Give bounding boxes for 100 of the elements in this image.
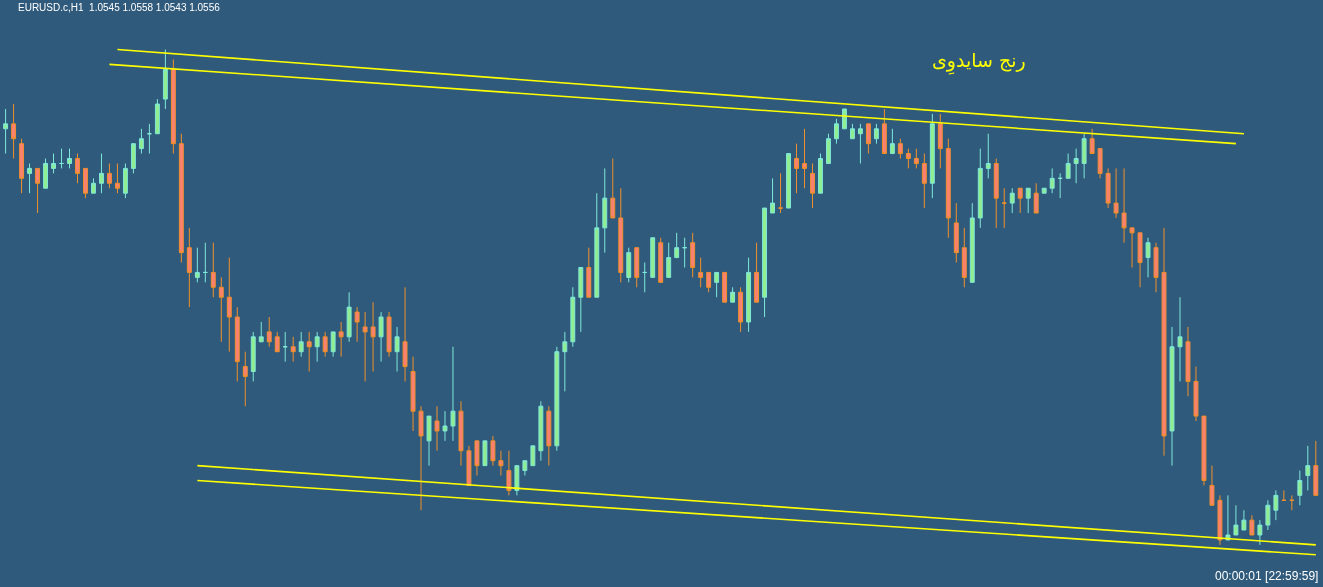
candlestick: [810, 162, 815, 209]
candlestick: [778, 172, 783, 214]
candlestick: [1241, 509, 1247, 531]
candlestick: [762, 207, 768, 318]
candlestick: [274, 331, 280, 353]
candlestick: [1193, 366, 1199, 422]
candlestick: [969, 202, 975, 283]
candlestick: [186, 227, 192, 308]
candlestick: [1121, 167, 1127, 244]
candlestick: [506, 450, 512, 496]
candlestick: [51, 153, 56, 174]
candlestick: [634, 247, 640, 288]
candlestick: [1217, 494, 1223, 546]
candlestick: [658, 237, 664, 283]
candlestick: [314, 331, 320, 363]
candlestick: [338, 321, 344, 358]
candlestick: [210, 242, 216, 298]
candlestick: [826, 133, 831, 164]
text: 00:00:01 [22:59:59]: [1215, 569, 1319, 583]
candlestick: [1305, 445, 1311, 491]
candlestick: [490, 435, 496, 467]
candlestick: [178, 133, 184, 264]
candlestick: [1081, 133, 1087, 179]
candlestick: [690, 232, 696, 278]
candlestick: [993, 158, 999, 229]
candlestick: [1249, 514, 1255, 536]
candlestick: [458, 400, 464, 467]
candlestick: [154, 98, 160, 135]
candlestick: [1201, 415, 1207, 486]
candlestick: [714, 271, 720, 298]
candlestick: [354, 306, 360, 343]
candlestick: [362, 311, 368, 382]
candlestick: [985, 133, 991, 179]
candlestick: [937, 113, 943, 169]
candlestick: [841, 108, 847, 130]
candlestick: [11, 103, 17, 160]
candlestick: [929, 113, 935, 199]
candlestick: [1113, 167, 1119, 219]
candlestick: [266, 316, 272, 348]
candlestick: [1097, 148, 1103, 179]
candlestick: [450, 346, 456, 442]
candlestick: [146, 123, 152, 155]
candlestick: [3, 108, 9, 155]
candlestick: [1009, 187, 1015, 214]
candlestick: [945, 138, 951, 239]
annotation: رنج سایدوِی: [932, 49, 1026, 75]
chart-title: EURUSD.c,H1 1.0545 1.0558 1.0543 1.0556: [18, 2, 221, 13]
candlestick: [818, 153, 823, 194]
candlestick: [1209, 465, 1215, 506]
candlestick: [530, 445, 536, 467]
candlestick: [99, 153, 104, 194]
candlestick: [1073, 148, 1079, 184]
candlestick: [602, 167, 608, 254]
candlestick: [170, 58, 176, 155]
candlestick: [370, 301, 376, 373]
candlestick: [106, 162, 112, 189]
candlestick: [434, 405, 440, 452]
candlestick: [258, 321, 264, 343]
candlestick: [1169, 326, 1175, 467]
candlestick: [83, 167, 88, 199]
candlestick: [1089, 128, 1095, 155]
candlestick: [1313, 440, 1319, 496]
candlestick: [1233, 504, 1239, 536]
candlestick: [386, 311, 392, 358]
candlestick: [162, 49, 168, 110]
candlestick: [282, 331, 288, 363]
candlestick: [1017, 187, 1023, 214]
candlestick: [378, 311, 384, 363]
candlestick: [650, 237, 656, 278]
candlestick: [514, 465, 520, 496]
candlestick: [857, 123, 863, 164]
candlestick: [330, 331, 336, 358]
candlestick: [1177, 296, 1183, 382]
candlestick: [546, 405, 552, 467]
candlestick: [746, 257, 752, 333]
candlestick: [1185, 326, 1191, 397]
candlestick: [722, 271, 728, 303]
candlestick: [202, 242, 208, 283]
candlestick: [578, 266, 584, 333]
candlestick: [554, 346, 560, 452]
candlestick: [977, 148, 983, 229]
candlestick: [1281, 489, 1287, 501]
candlestick: [67, 148, 72, 169]
candlestick: [1161, 227, 1167, 457]
candlestick: [1137, 232, 1143, 288]
candlestick: [794, 143, 799, 194]
candlestick: [442, 410, 448, 442]
candlestick: [586, 247, 592, 298]
candlestick: [306, 331, 312, 373]
candlestick: [913, 148, 919, 169]
candlestick: [474, 440, 480, 477]
candlestick: [738, 286, 744, 333]
candlestick: [138, 128, 144, 155]
candlestick: [706, 271, 712, 293]
candlestick: [322, 331, 328, 358]
candlestick: [1129, 227, 1135, 268]
candlestick: [466, 445, 472, 486]
candlestick: [1225, 494, 1231, 541]
candlestick: [626, 247, 632, 283]
candlestick: [786, 153, 791, 209]
